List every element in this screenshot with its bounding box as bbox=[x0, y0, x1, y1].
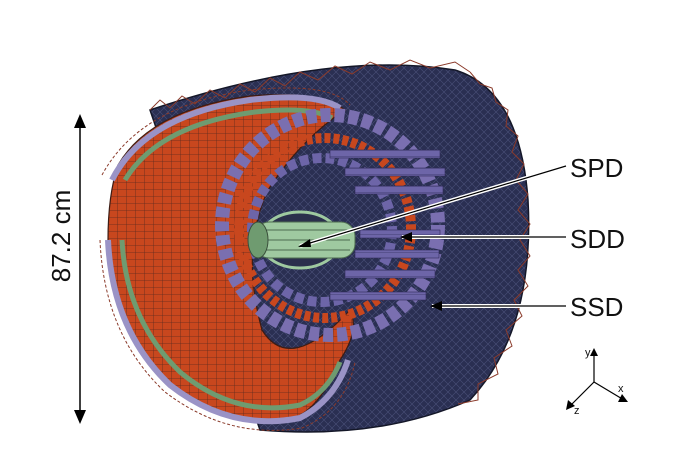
coordinate-axes bbox=[566, 348, 628, 410]
ssd-label: SSD bbox=[570, 292, 623, 322]
spd-label: SPD bbox=[570, 153, 623, 183]
pointer-arrows bbox=[298, 164, 567, 311]
dimension-label: 87.2 cm bbox=[46, 190, 76, 283]
axis-x-label: x bbox=[618, 383, 624, 395]
dimension-arrow bbox=[74, 114, 86, 424]
spd-barrel bbox=[247, 210, 356, 270]
axis-z-label: z bbox=[574, 405, 580, 417]
sdd-label: SDD bbox=[570, 224, 625, 254]
front-shell bbox=[99, 87, 356, 431]
sdd-layers bbox=[215, 108, 446, 342]
axis-y-label: y bbox=[585, 347, 591, 359]
